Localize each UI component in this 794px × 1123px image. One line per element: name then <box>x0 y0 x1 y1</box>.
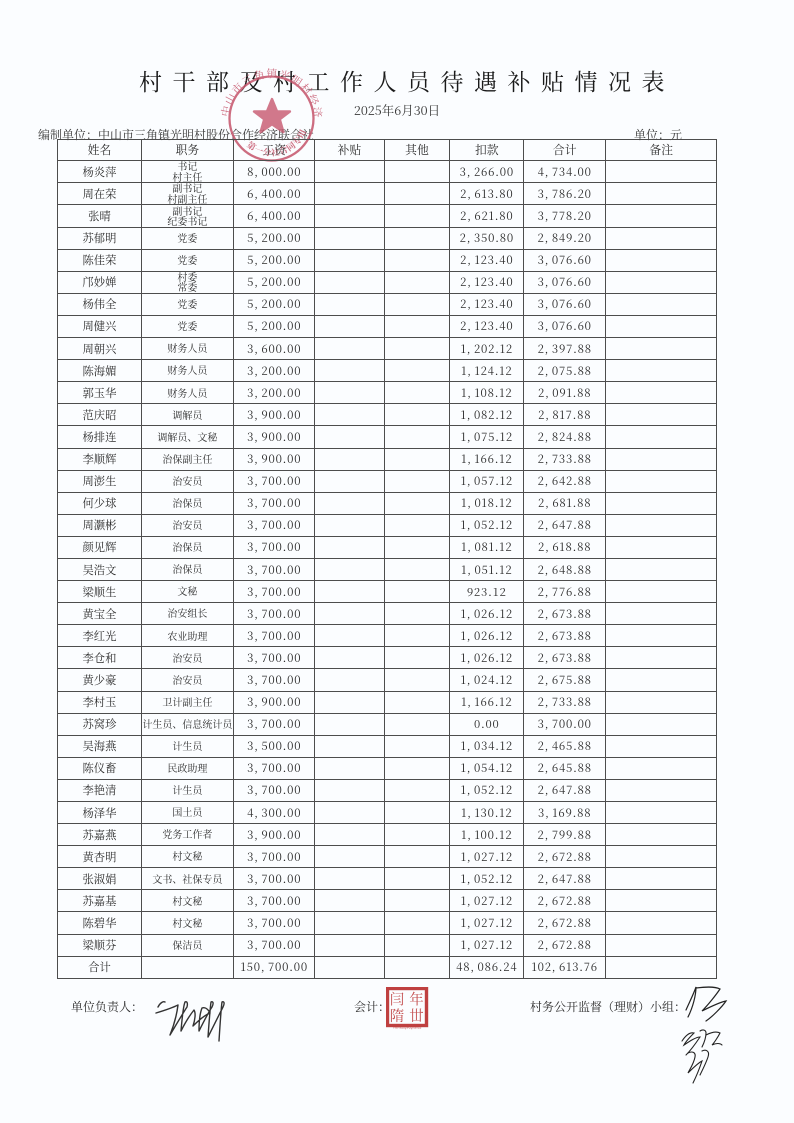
svg-text:丗: 丗 <box>409 1005 424 1026</box>
svg-text:Twvnisupveqnanss: Twvnisupveqnanss <box>393 1026 422 1030</box>
svg-text:隋: 隋 <box>390 1005 405 1026</box>
